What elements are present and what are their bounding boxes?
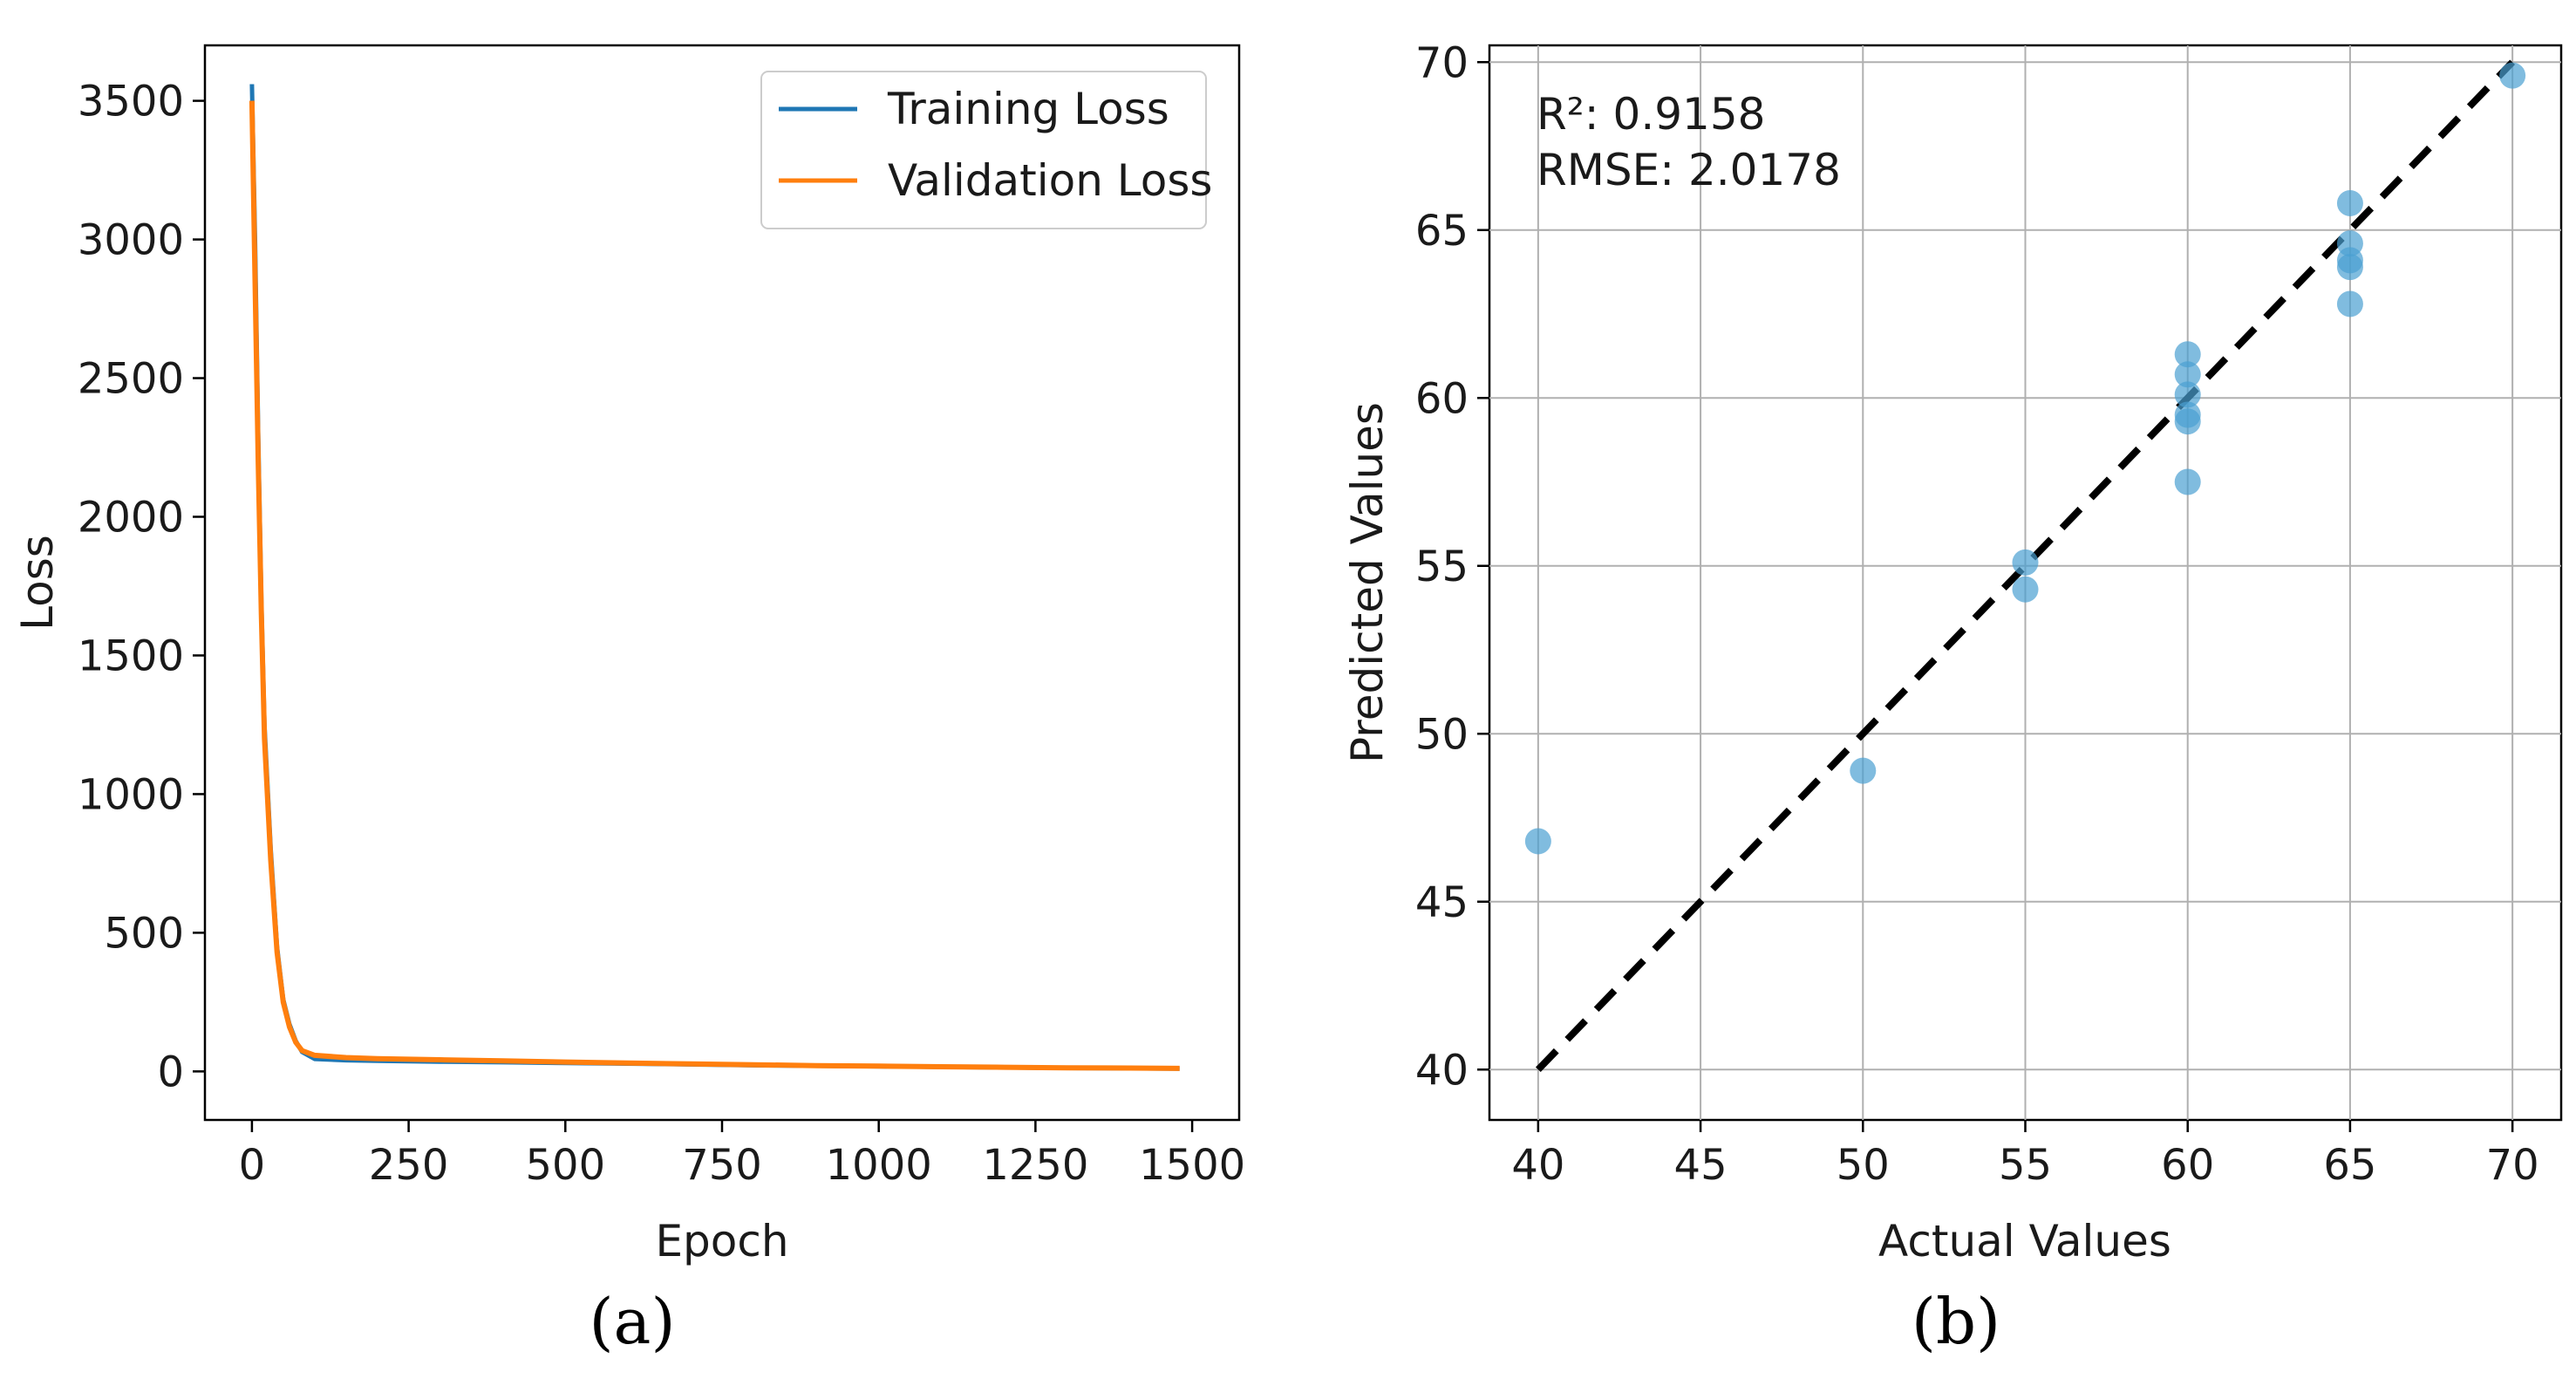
loss-curve-panel: 0 250 500 750 1000 1250 1500 0 500 1000 1500 2000 2… — [12, 44, 1245, 1358]
scatter-point — [2012, 549, 2039, 576]
r2-annotation: R²: 0.9158 — [1537, 89, 1765, 140]
x-tick-label: 0 — [239, 1141, 266, 1190]
scatter-point — [2174, 401, 2201, 428]
x-tick-label: 45 — [1674, 1141, 1728, 1190]
y-tick-label: 3500 — [78, 78, 184, 126]
scatter-point — [2012, 576, 2039, 603]
y-axis-label: Predicted Values — [1342, 402, 1393, 763]
y-axis-label: Loss — [12, 535, 63, 631]
x-axis-ticks: 40 45 50 55 60 65 70 — [1511, 1120, 2539, 1190]
y-tick-label: 50 — [1415, 710, 1469, 759]
scatter-point — [2499, 62, 2526, 89]
x-axis-label: Actual Values — [1878, 1216, 2171, 1266]
y-tick-label: 3000 — [78, 216, 184, 265]
loss-series-group — [249, 84, 1180, 1071]
scatter-point — [1850, 757, 1877, 784]
scatter-point — [2174, 381, 2201, 408]
y-tick-label: 55 — [1415, 543, 1469, 591]
x-tick-label: 40 — [1511, 1141, 1564, 1190]
y-tick-label: 500 — [104, 909, 184, 958]
scatter-point — [2174, 468, 2201, 495]
y-axis-ticks: 0 500 1000 1500 2000 2500 3000 3500 — [78, 78, 205, 1096]
scatter-point — [2174, 341, 2201, 368]
legend-box — [760, 71, 1207, 229]
scatter-point — [1524, 828, 1551, 855]
rmse-annotation: RMSE: 2.0178 — [1537, 145, 1841, 195]
scatter-point — [2174, 361, 2201, 388]
y-tick-label: 2000 — [78, 493, 184, 542]
x-axis-ticks: 0 250 500 750 1000 1250 1500 — [239, 1120, 1245, 1190]
y-tick-label: 65 — [1415, 207, 1469, 256]
x-tick-label: 1250 — [982, 1141, 1088, 1190]
x-tick-label: 1000 — [826, 1141, 932, 1190]
legend-label-training: Training Loss — [887, 84, 1169, 134]
panel-caption-b: (b) — [1912, 1285, 2000, 1358]
reference-line — [1535, 59, 2516, 1073]
series-line-validation-loss — [249, 100, 1180, 1071]
reference-line-group — [1535, 59, 2516, 1073]
x-tick-label: 50 — [1837, 1141, 1890, 1190]
x-tick-label: 500 — [525, 1141, 605, 1190]
scatter-points-group — [1524, 62, 2526, 855]
y-tick-label: 1000 — [78, 770, 184, 819]
panel-caption-a: (a) — [589, 1285, 675, 1358]
legend-label-validation: Validation Loss — [888, 155, 1212, 206]
scatter-point — [2336, 290, 2363, 317]
scatter-point — [2336, 189, 2363, 216]
x-tick-label: 60 — [2161, 1141, 2214, 1190]
x-tick-label: 65 — [2323, 1141, 2376, 1190]
y-tick-label: 1500 — [78, 631, 184, 680]
x-tick-label: 55 — [1999, 1141, 2052, 1190]
x-tick-label: 70 — [2486, 1141, 2539, 1190]
scatter-point — [2336, 254, 2363, 281]
x-tick-label: 1500 — [1139, 1141, 1245, 1190]
y-tick-label: 70 — [1415, 38, 1469, 87]
legend: Training Loss Validation Loss — [760, 71, 1212, 229]
y-axis-ticks: 40 45 50 55 60 65 70 — [1415, 38, 1489, 1095]
y-tick-label: 45 — [1415, 878, 1469, 927]
x-axis-label: Epoch — [655, 1216, 788, 1266]
x-tick-label: 250 — [369, 1141, 449, 1190]
prediction-scatter-panel: 40 45 50 55 60 65 70 40 45 50 55 60 65 70 R²: 0.9158… — [1342, 38, 2563, 1358]
y-tick-label: 60 — [1415, 374, 1469, 423]
y-tick-label: 2500 — [78, 355, 184, 404]
y-tick-label: 40 — [1415, 1046, 1469, 1095]
y-tick-label: 0 — [157, 1048, 184, 1096]
x-tick-label: 750 — [682, 1141, 762, 1190]
